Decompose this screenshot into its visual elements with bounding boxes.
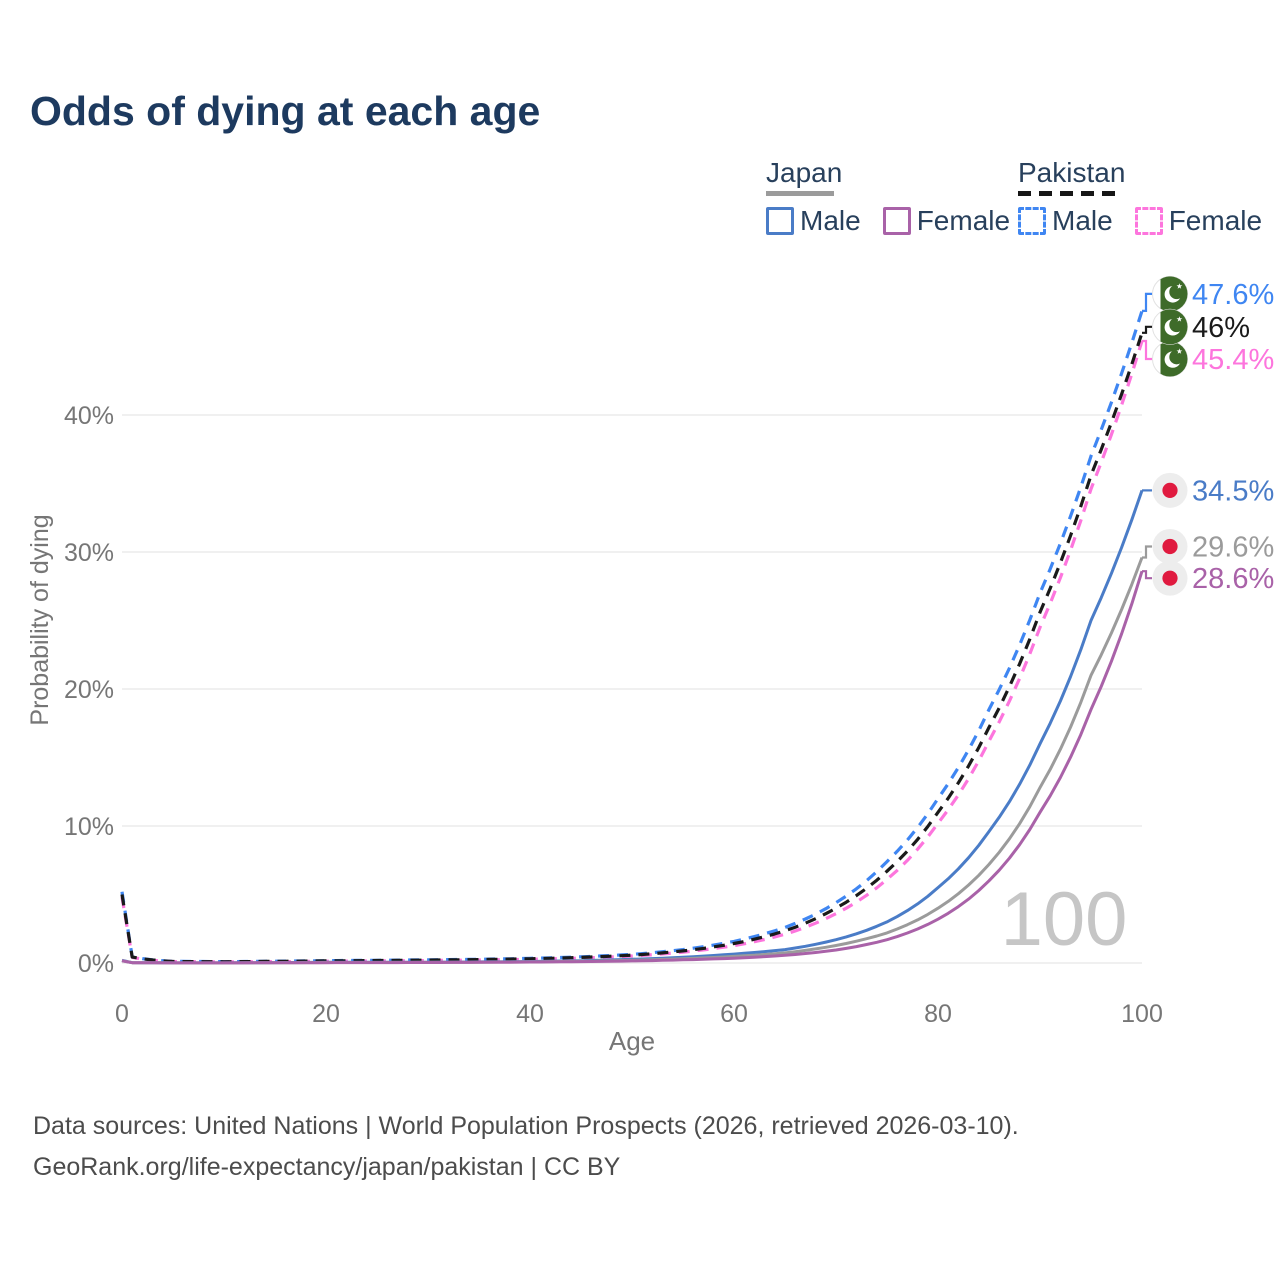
legend-row-japan: Male Female <box>766 207 1010 235</box>
series-line-japan-total <box>121 556 1144 965</box>
legend-pakistan-line-style-sample <box>1018 191 1118 196</box>
legend-country-japan: Japan <box>766 157 843 188</box>
legend-country-pakistan: Pakistan <box>1018 157 1126 188</box>
series-line-pakistan-female <box>120 340 1144 964</box>
end-label-connector-pakistan-total <box>1142 325 1152 334</box>
end-value-label-japan-total: 29.6% <box>1192 531 1274 563</box>
end-label-connector-pakistan-female <box>1142 339 1152 361</box>
y-tick-label-20%: 20% <box>64 676 114 704</box>
japan-female-swatch-icon <box>882 207 911 235</box>
license-line: GeoRank.org/life-expectancy/japan/pakist… <box>33 1153 621 1181</box>
legend-item-pakistan-female[interactable]: Female <box>1134 205 1263 236</box>
legend-item-label: Male <box>800 205 861 236</box>
end-label-connector-japan-total <box>1142 545 1152 559</box>
legend-item-japan-male[interactable]: Male <box>766 207 861 235</box>
end-value-label-pakistan-total: 46% <box>1192 312 1250 344</box>
attribution-footer: Data sources: United Nations | World Pop… <box>33 1106 1019 1188</box>
legend-item-pakistan-male[interactable]: Male <box>1018 207 1113 235</box>
legend-item-label: Male <box>1052 205 1113 236</box>
x-tick-label-20: 20 <box>312 1000 340 1028</box>
end-value-label-japan-female: 28.6% <box>1192 563 1274 595</box>
age-counter-watermark: 100 <box>1001 877 1128 962</box>
pakistan-female-swatch-icon <box>1134 207 1163 235</box>
y-axis-title: Probability of dying <box>26 514 54 725</box>
series-line-pakistan-total <box>120 332 1144 964</box>
japan-flag-icon <box>1152 472 1188 508</box>
x-tick-label-40: 40 <box>516 1000 544 1028</box>
x-tick-label-80: 80 <box>924 1000 952 1028</box>
x-axis-title: Age <box>609 1026 655 1056</box>
legend-japan-line-style-sample <box>766 191 834 196</box>
x-tick-label-100: 100 <box>1121 1000 1163 1028</box>
legend-item-label: Female <box>1168 205 1263 236</box>
y-tick-label-30%: 30% <box>64 539 114 567</box>
series-line-pakistan-male <box>120 310 1144 964</box>
japan-male-swatch-icon <box>766 207 794 235</box>
y-tick-label-40%: 40% <box>64 402 114 430</box>
pakistan-flag-icon <box>1152 275 1188 312</box>
pakistan-male-swatch-icon <box>1018 207 1046 235</box>
x-tick-label-0: 0 <box>115 1000 129 1028</box>
japan-flag-icon <box>1152 528 1188 564</box>
end-label-connector-japan-female <box>1142 570 1152 580</box>
legend-item-japan-female[interactable]: Female <box>882 205 1011 236</box>
pakistan-flag-icon <box>1152 341 1188 378</box>
japan-flag-icon <box>1152 560 1188 596</box>
end-value-label-pakistan-male: 47.6% <box>1192 279 1274 311</box>
end-value-label-pakistan-female: 45.4% <box>1192 344 1274 376</box>
y-tick-label-0%: 0% <box>78 950 114 978</box>
legend-group-pakistan: Pakistan Male Female <box>1018 158 1262 235</box>
legend-group-japan: Japan Male Female <box>766 158 1010 235</box>
pakistan-flag-icon <box>1152 308 1188 345</box>
legend-row-pakistan: Male Female <box>1018 207 1262 235</box>
data-source-line: Data sources: United Nations | World Pop… <box>33 1112 1019 1140</box>
legend-item-label: Female <box>916 205 1011 236</box>
page-title: Odds of dying at each age <box>30 88 541 134</box>
end-label-connector-pakistan-male <box>1142 292 1152 312</box>
end-value-label-japan-male: 34.5% <box>1192 475 1274 507</box>
y-tick-label-10%: 10% <box>64 813 114 841</box>
x-tick-label-60: 60 <box>720 1000 748 1028</box>
series-line-japan-female <box>121 570 1144 965</box>
